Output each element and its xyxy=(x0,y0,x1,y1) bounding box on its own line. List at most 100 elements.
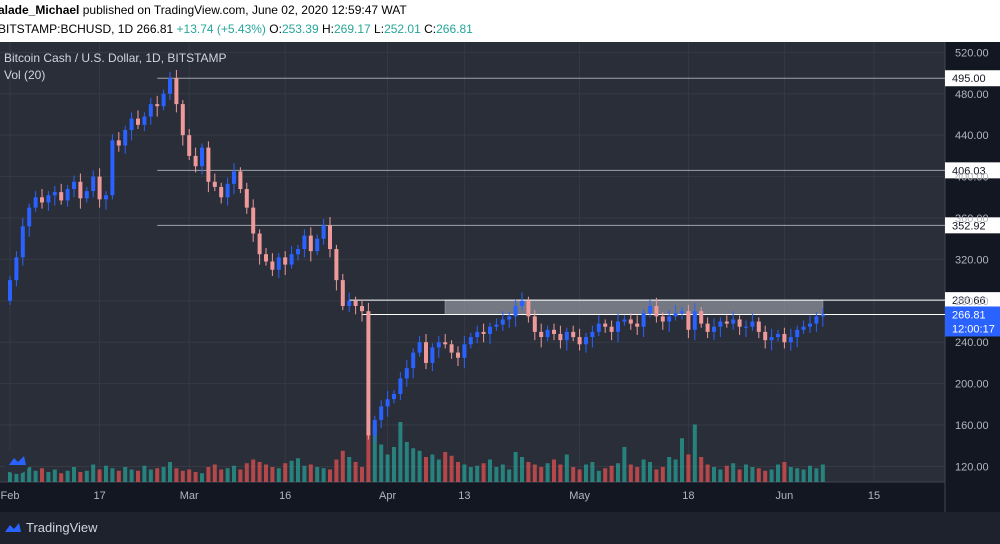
candle-body xyxy=(795,329,800,338)
volume-bar xyxy=(782,462,787,482)
volume-bar xyxy=(564,454,569,482)
volume-bar xyxy=(180,470,185,482)
volume-bar xyxy=(526,462,531,482)
volume-bar xyxy=(52,469,57,482)
publish-header: alade_Michael published on TradingView.c… xyxy=(0,0,1000,42)
y-tick-label: 360.00 xyxy=(955,213,989,225)
candle-body xyxy=(673,313,678,317)
candle-body xyxy=(193,155,198,167)
candle-body xyxy=(270,261,275,270)
volume-bar xyxy=(193,472,198,482)
volume-bar xyxy=(430,454,435,482)
volume-bar xyxy=(673,459,678,482)
x-tick-label: 13 xyxy=(458,490,470,502)
candle-body xyxy=(91,176,96,192)
candle-body xyxy=(481,331,486,334)
volume-bar xyxy=(187,469,192,482)
published-text: published on TradingView.com, June 02, 2… xyxy=(82,3,407,17)
candle-body xyxy=(686,311,691,330)
volume-bar xyxy=(692,424,697,482)
price-axis-panel xyxy=(945,42,1000,512)
candle-body xyxy=(168,78,172,94)
close-value: 266.81 xyxy=(436,22,473,36)
volume-bar xyxy=(667,457,672,482)
volume-bar xyxy=(769,469,774,482)
volume-bar xyxy=(232,465,236,482)
candle-body xyxy=(283,257,288,265)
candle-body xyxy=(558,333,563,341)
candle-body xyxy=(321,225,326,239)
candle-body xyxy=(545,329,550,338)
candle-body xyxy=(641,313,646,327)
price-chart[interactable]: 495.00406.03352.92280.66266.11266.8112:0… xyxy=(0,42,1000,512)
volume-bar xyxy=(750,467,755,482)
candle-body xyxy=(27,207,32,227)
candle-body xyxy=(40,197,44,203)
volume-bar xyxy=(443,452,448,482)
volume-bar xyxy=(225,468,230,482)
y-tick-label: 120.00 xyxy=(955,461,989,473)
candle-body xyxy=(276,257,281,270)
volume-bar xyxy=(590,462,595,482)
candle-body xyxy=(161,93,166,107)
volume-bar xyxy=(481,463,486,482)
candle-body xyxy=(14,257,19,281)
candle-body xyxy=(379,406,384,420)
candle-body xyxy=(577,337,582,345)
countdown-label: 12:00:17 xyxy=(952,323,995,335)
volume-bar xyxy=(308,464,313,482)
volume-bar xyxy=(584,464,588,482)
candle-body xyxy=(609,326,614,332)
candle-body xyxy=(584,337,588,345)
volume-bar xyxy=(596,470,601,482)
y-tick-label: 280.00 xyxy=(955,296,989,308)
level-price-tag xyxy=(945,162,1000,179)
candle-body xyxy=(84,191,89,199)
y-tick-label: 240.00 xyxy=(955,337,989,349)
candle-body xyxy=(334,249,339,281)
plain-price-label: 280.66 xyxy=(952,295,986,307)
symbol-text: BITSTAMP:BCHUSD, 1D xyxy=(0,22,134,36)
candle-body xyxy=(718,321,723,327)
candle-body xyxy=(129,118,134,130)
volume-bar xyxy=(788,467,793,482)
high-value: 269.17 xyxy=(334,22,371,36)
volume-bar xyxy=(40,468,44,482)
candle-body xyxy=(52,192,57,196)
candle-body xyxy=(424,342,428,363)
x-tick-label: Feb xyxy=(1,490,20,502)
open-value: 253.39 xyxy=(281,22,319,36)
candle-body xyxy=(635,323,640,327)
volume-bar xyxy=(283,463,288,482)
volume-bar xyxy=(321,468,326,482)
candle-body xyxy=(78,181,83,199)
volume-bar xyxy=(251,459,256,482)
y-tick-label: 160.00 xyxy=(955,420,989,432)
volume-bar xyxy=(756,468,761,482)
x-tick-label: Mar xyxy=(180,490,199,502)
brand-label: TradingView xyxy=(26,520,98,535)
volume-bar xyxy=(206,467,211,482)
volume-bar xyxy=(552,459,556,482)
tradingview-brand[interactable]: TradingView xyxy=(4,520,98,535)
x-tick-label: 16 xyxy=(279,490,291,502)
volume-bar xyxy=(379,444,384,482)
x-tick-label: 17 xyxy=(93,490,105,502)
volume-bar xyxy=(641,459,646,482)
volume-bar xyxy=(219,469,224,482)
candle-body xyxy=(8,280,12,301)
y-tick-label: 480.00 xyxy=(955,89,989,101)
candle-body xyxy=(264,254,268,262)
volume-bar xyxy=(712,467,716,482)
candle-body xyxy=(667,316,672,322)
candle-body xyxy=(200,147,204,167)
candle-body xyxy=(462,344,467,358)
candle-body xyxy=(500,319,505,325)
x-tick-label: 15 xyxy=(868,490,880,502)
volume-bar xyxy=(276,468,281,482)
candle-body xyxy=(308,235,313,252)
candle-body xyxy=(692,311,697,330)
candle-body xyxy=(539,331,544,338)
close-label: C: xyxy=(424,22,437,36)
candle-body xyxy=(110,140,115,196)
